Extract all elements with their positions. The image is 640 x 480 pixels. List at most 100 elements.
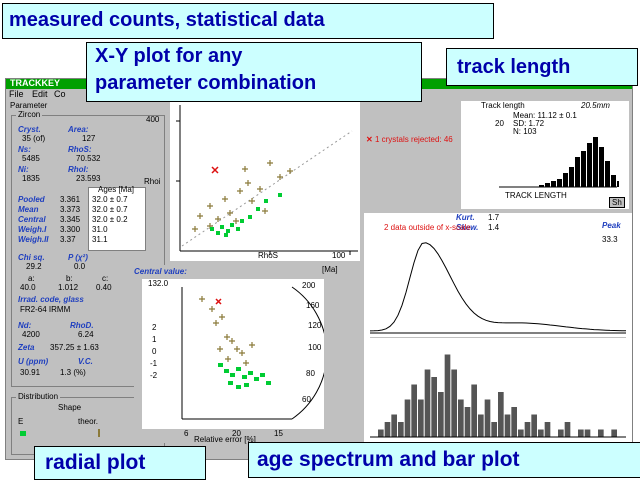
track-bars [539,137,619,187]
sub-label: Parameter [10,101,48,110]
age-bar [611,429,617,437]
menu-edit[interactable]: Edit [32,89,48,99]
age-bar [518,429,524,437]
age-bar [584,429,591,437]
xy-point-brown [227,210,233,216]
radial-plot-panel[interactable]: Central value: 132.0 2 1 0 -1 -2 200 160… [134,265,360,444]
xy-point-brown [233,218,239,224]
radial-x-label: Relative error [%] [194,435,256,444]
xy-point-green [240,219,244,223]
rejected-note: ✕ 1 crystals rejected: 46 [366,135,453,144]
legend-green-marker [20,431,26,436]
xy-y-mid: Rhoi [144,177,161,186]
age-bar [431,377,437,437]
a-value: 40.0 [20,283,36,292]
legend-brown-marker [98,429,100,437]
ages-header: Ages [Ma] [98,185,135,194]
track-stat-sd: SD: 1.72 [513,119,545,128]
radial-x-tick-20: 20 [232,429,241,438]
xy-point-green [264,199,268,203]
age-bar [524,422,531,437]
track-value-top: 20.5mm [581,101,610,110]
radial-point-green [248,371,253,375]
track-bar [551,181,556,187]
track-stat-mean: Mean: 11.12 ± 0.1 [513,111,577,120]
age-bar [464,407,471,437]
skew-value: 1.4 [488,223,500,232]
cryst-label: Cryst. [18,125,41,134]
track-bar [575,157,580,187]
radial-arc-80: 80 [306,369,315,378]
age-bar [491,422,497,437]
group-title: Zircon [16,110,43,119]
zircon-group [11,115,165,387]
xy-point-brown [277,174,283,180]
track-bar [611,175,616,187]
legend-sub: Shape [58,403,82,412]
row-age-central: 32.0 ± 0.2 [92,215,128,224]
spectrum-curve [370,242,627,332]
radial-arc-160: 160 [306,301,320,310]
kurt-label: Kurt. [456,213,475,222]
age-spectrum-svg [370,242,627,334]
age-bar [391,414,397,437]
xy-plot-panel[interactable]: 400 Rhoi RhoS 100 [144,101,360,261]
track-title: Track length [481,101,525,110]
callout-radial: radial plot [34,446,206,480]
age-bar [578,429,584,437]
row-age-weigh2: 31.1 [92,235,108,244]
peak-label: Peak [602,221,621,230]
track-bar [617,181,619,187]
rhoi-value: 23.593 [76,174,101,183]
xy-points [192,160,293,237]
callout-track: track length [446,48,638,86]
radial-point-brown [217,346,223,352]
radial-y-tick-0: 0 [152,347,157,356]
age-spectrum-panel[interactable]: Kurt. 1.7 Skew. 1.4 Peak 33.3 2 data out… [364,213,632,457]
age-bar [498,392,504,437]
ni-value: 1835 [22,174,40,183]
row-value-weigh1: 3.300 [60,225,81,234]
outside-note: 2 data outside of x-scale [384,223,471,232]
radial-plot-svg [181,286,328,420]
radial-point-brown [234,346,240,352]
legend-theor-label: theor. [78,417,99,426]
age-bar [484,399,491,437]
radial-title: Central value: [134,267,187,276]
age-bar [404,399,411,437]
p-chi-value: 0.0 [74,262,86,271]
row-age-mean: 32.0 ± 0.7 [92,205,128,214]
p-chi-label: P (χ²) [68,253,88,262]
rhod-label: RhoD. [70,321,94,330]
radial-x-tick-6: 6 [184,429,189,438]
area-label: Area: [68,125,89,134]
row-label-mean: Mean [18,205,39,214]
row-age-pooled: 32.0 ± 0.7 [92,195,128,204]
u-label: U (ppm) [18,357,49,366]
radial-y-tick-m1: -1 [150,359,158,368]
row-value-weigh2: 3.37 [60,235,76,244]
menu-file[interactable]: File [9,89,24,99]
radial-y-tick-2: 2 [152,323,157,332]
track-length-panel[interactable]: Track length 20.5mm 20 Mean: 11.12 ± 0.1… [461,101,629,209]
peak-value: 33.3 [602,235,618,244]
xy-point-brown [262,208,268,214]
radial-point-brown [229,338,235,344]
track-bar [569,167,574,187]
radial-point-brown [219,314,225,320]
chi-value: 29.2 [26,262,42,271]
row-value-mean: 3.373 [60,205,81,214]
age-bar [564,422,571,437]
app-window: TRACKKEY File Edit Co Parameter Zircon C… [5,78,633,460]
xy-point-green [248,215,252,219]
radial-point-brown [213,320,219,326]
track-show-button[interactable]: Sh [609,197,625,208]
track-bar [545,183,550,187]
zeta-value: 357.25 ± 1.63 [50,343,99,352]
rhos-label: RhoS: [68,145,92,154]
xy-point-brown [287,168,293,174]
row-label-weigh1: Weigh.I [18,225,47,234]
menu-co[interactable]: Co [54,89,66,99]
age-bar [478,414,484,437]
radial-point-brown [249,342,255,348]
